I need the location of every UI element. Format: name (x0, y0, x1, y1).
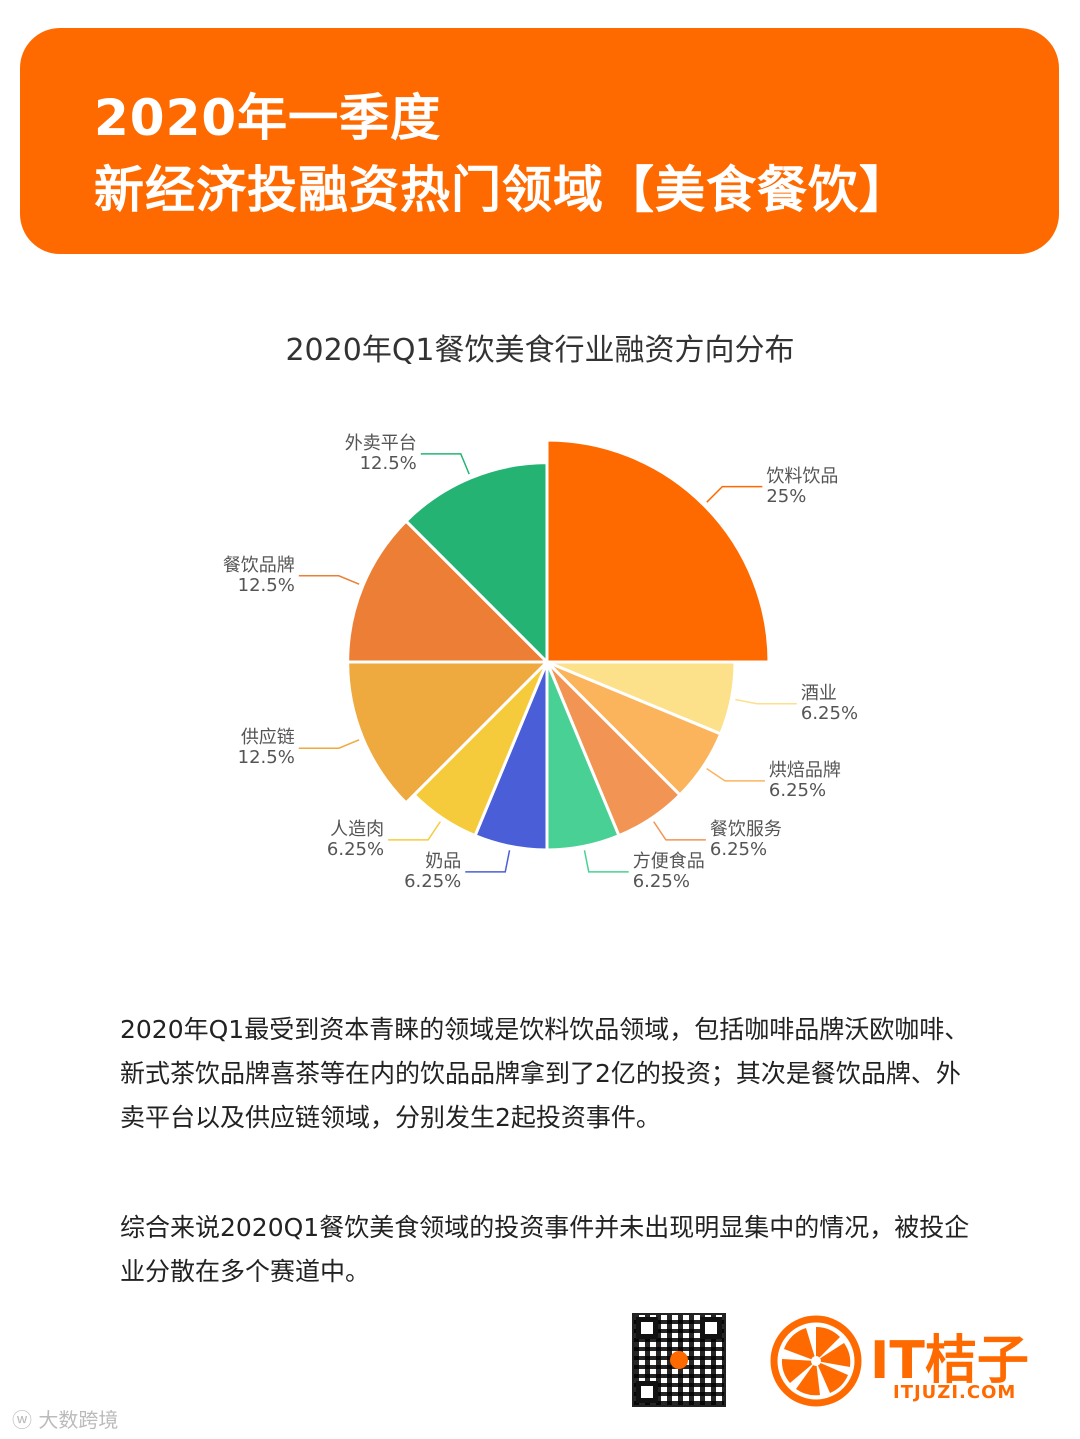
leader-line-7 (298, 739, 360, 749)
pie-slice-9 (404, 461, 549, 664)
slice-value: 12.5% (359, 452, 417, 474)
slice-label-4: 方便食品 6.25% (632, 850, 705, 892)
slice-name: 方便食品 (632, 850, 705, 872)
orange-logo-icon (770, 1315, 862, 1407)
leader-line-6 (388, 821, 441, 841)
slice-name: 酒业 (800, 682, 837, 704)
slice-name: 奶品 (425, 850, 462, 872)
leader-line-3 (653, 821, 706, 841)
logo-text: IT桔子 (870, 1331, 1029, 1391)
pie-slice-8 (346, 519, 549, 664)
slice-label-2: 烘焙品牌 6.25% (768, 759, 841, 801)
slice-label-1: 酒业 6.25% (800, 682, 859, 724)
banner-title-line2: 新经济投融资热门领域【美食餐饮】 (94, 161, 910, 219)
slice-label-5: 奶品 6.25% (385, 850, 462, 892)
leader-line-2 (706, 768, 765, 782)
slice-label-3: 餐饮服务 6.25% (709, 818, 782, 860)
slice-value: 12.5% (237, 574, 295, 596)
slice-value: 12.5% (237, 747, 295, 769)
paragraph-summary: 2020年Q1最受到资本青睐的领域是饮料饮品领域，包括咖啡品牌沃欧咖啡、新式茶饮… (120, 1015, 970, 1132)
weibo-icon: ⓦ (12, 1408, 32, 1432)
logo-url: ITJUZI.COM (893, 1382, 1017, 1403)
watermark-text: 大数跨境 (38, 1408, 119, 1432)
chart-title: 2020年Q1餐饮美食行业融资方向分布 (285, 333, 795, 368)
title-banner: 2020年一季度 新经济投融资热门领域【美食餐饮】 (20, 28, 1059, 254)
leader-line-5 (465, 850, 511, 873)
slice-label-8: 餐饮品牌 12.5% (219, 554, 295, 596)
slice-label-9: 外卖平台 12.5% (341, 432, 417, 474)
slice-value: 25% (766, 485, 807, 507)
slice-name: 人造肉 (330, 818, 385, 840)
slice-value: 6.25% (404, 870, 462, 892)
slice-label-6: 人造肉 6.25% (308, 818, 385, 860)
qr-code (632, 1313, 726, 1407)
slice-name: 餐饮品牌 (222, 554, 295, 576)
slice-name: 饮料饮品 (766, 465, 839, 487)
slice-value: 6.25% (709, 838, 768, 860)
paragraph-conclusion: 综合来说2020Q1餐饮美食领域的投资事件并未出现明显集中的情况，被投企业分散在… (120, 1213, 970, 1286)
leader-line-8 (298, 575, 360, 585)
slice-name: 烘焙品牌 (768, 759, 841, 781)
slice-value: 6.25% (800, 702, 859, 724)
pie-slice-7 (346, 660, 549, 805)
banner-title-line1: 2020年一季度 (94, 89, 442, 147)
leader-line-4 (583, 850, 629, 873)
pie-slice-0 (545, 438, 771, 664)
leader-line-0 (706, 485, 763, 503)
slice-label-0: 饮料饮品 25% (766, 465, 839, 507)
slice-name: 供应链 (240, 727, 295, 749)
slice-name: 外卖平台 (344, 432, 417, 454)
pie-chart (298, 438, 797, 873)
slice-value: 6.25% (632, 870, 690, 892)
leader-line-1 (735, 698, 797, 705)
leader-line-9 (420, 453, 470, 475)
slice-value: 6.25% (768, 779, 827, 801)
slice-name: 餐饮服务 (709, 818, 782, 840)
slice-label-7: 供应链 12.5% (219, 728, 295, 768)
slice-value: 6.25% (326, 838, 385, 860)
watermark: ⓦ 大数跨境 (12, 1404, 118, 1433)
